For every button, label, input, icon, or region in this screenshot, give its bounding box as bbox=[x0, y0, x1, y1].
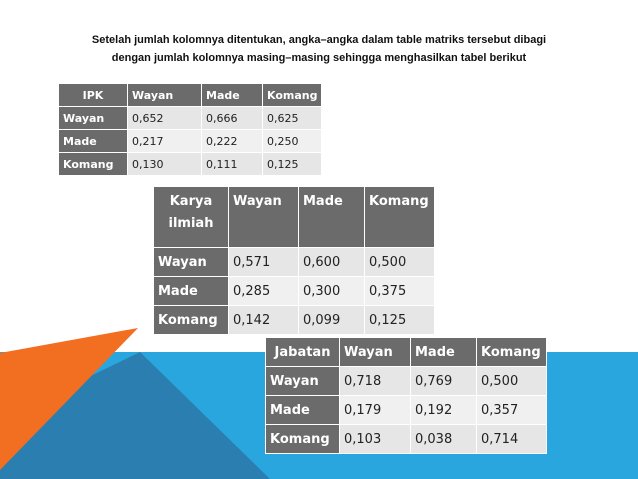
column-header: Komang bbox=[364, 186, 435, 248]
table-row: Made 0,179 0,192 0,357 bbox=[265, 395, 547, 425]
table-cell: 0,038 bbox=[410, 424, 477, 454]
table-cell: 0,285 bbox=[228, 276, 299, 306]
row-header: Wayan bbox=[58, 106, 128, 130]
table-cell: 0,130 bbox=[127, 152, 202, 176]
table-cell: 0,666 bbox=[201, 106, 263, 130]
column-header: Made bbox=[410, 337, 477, 367]
column-header: Komang bbox=[261, 83, 323, 107]
corner-cell: Jabatan bbox=[265, 337, 340, 367]
row-header: Made bbox=[153, 276, 229, 306]
table-row: Komang 0,103 0,038 0,714 bbox=[265, 424, 547, 454]
column-header: Wayan bbox=[127, 83, 202, 107]
table-cell: 0,142 bbox=[228, 305, 299, 335]
corner-label-line-2: ilmiah bbox=[168, 216, 214, 231]
table-cell: 0,217 bbox=[127, 129, 202, 153]
column-header: Made bbox=[201, 83, 263, 107]
table-row: Made 0,285 0,300 0,375 bbox=[153, 276, 435, 306]
table-row: Wayan 0,652 0,666 0,625 bbox=[58, 106, 323, 130]
table-header-row: Karya ilmiah Wayan Made Komang bbox=[153, 186, 435, 248]
column-header: Komang bbox=[476, 337, 547, 367]
table-cell: 0,500 bbox=[476, 366, 547, 396]
table-cell: 0,103 bbox=[339, 424, 411, 454]
column-header: Wayan bbox=[228, 186, 299, 248]
table-cell: 0,375 bbox=[364, 276, 435, 306]
table-cell: 0,125 bbox=[364, 305, 435, 335]
table-cell: 0,250 bbox=[261, 129, 323, 153]
table-cell: 0,571 bbox=[228, 247, 299, 277]
table-cell: 0,625 bbox=[261, 106, 323, 130]
table-cell: 0,357 bbox=[476, 395, 547, 425]
row-header: Komang bbox=[58, 152, 128, 176]
table-cell: 0,192 bbox=[410, 395, 477, 425]
row-header: Made bbox=[58, 129, 128, 153]
row-header: Made bbox=[265, 395, 340, 425]
table-cell: 0,652 bbox=[127, 106, 202, 130]
table-row: Komang 0,130 0,111 0,125 bbox=[58, 152, 323, 176]
table-cell: 0,714 bbox=[476, 424, 547, 454]
caption-line-2: dengan jumlah kolomnya masing–masing seh… bbox=[111, 52, 527, 64]
table-row: Komang 0,142 0,099 0,125 bbox=[153, 305, 435, 335]
table-row: Made 0,217 0,222 0,250 bbox=[58, 129, 323, 153]
karya-ilmiah-table: Karya ilmiah Wayan Made Komang Wayan 0,5… bbox=[153, 186, 435, 335]
table-cell: 0,600 bbox=[298, 247, 365, 277]
slide-caption: Setelah jumlah kolomnya ditentukan, angk… bbox=[0, 31, 638, 67]
table-cell: 0,718 bbox=[339, 366, 411, 396]
table-cell: 0,222 bbox=[201, 129, 263, 153]
row-header: Wayan bbox=[153, 247, 229, 277]
column-header: Wayan bbox=[339, 337, 411, 367]
jabatan-table: Jabatan Wayan Made Komang Wayan 0,718 0,… bbox=[265, 337, 547, 454]
table-cell: 0,099 bbox=[298, 305, 365, 335]
table-cell: 0,300 bbox=[298, 276, 365, 306]
ipk-table: IPK Wayan Made Komang Wayan 0,652 0,666 … bbox=[58, 83, 323, 176]
table-cell: 0,125 bbox=[261, 152, 323, 176]
dark-blue-triangle bbox=[0, 352, 270, 479]
caption-line-1: Setelah jumlah kolomnya ditentukan, angk… bbox=[91, 34, 547, 46]
column-header: Made bbox=[298, 186, 365, 248]
table-cell: 0,769 bbox=[410, 366, 477, 396]
table-cell: 0,179 bbox=[339, 395, 411, 425]
corner-cell: IPK bbox=[58, 83, 128, 107]
row-header: Komang bbox=[153, 305, 229, 335]
table-row: Wayan 0,718 0,769 0,500 bbox=[265, 366, 547, 396]
orange-triangle bbox=[0, 328, 138, 470]
table-header-row: Jabatan Wayan Made Komang bbox=[265, 337, 547, 367]
table-cell: 0,111 bbox=[201, 152, 263, 176]
table-header-row: IPK Wayan Made Komang bbox=[58, 83, 323, 107]
corner-cell: Karya ilmiah bbox=[153, 186, 229, 248]
table-row: Wayan 0,571 0,600 0,500 bbox=[153, 247, 435, 277]
row-header: Komang bbox=[265, 424, 340, 454]
row-header: Wayan bbox=[265, 366, 340, 396]
corner-label-line-1: Karya bbox=[169, 194, 213, 209]
table-cell: 0,500 bbox=[364, 247, 435, 277]
